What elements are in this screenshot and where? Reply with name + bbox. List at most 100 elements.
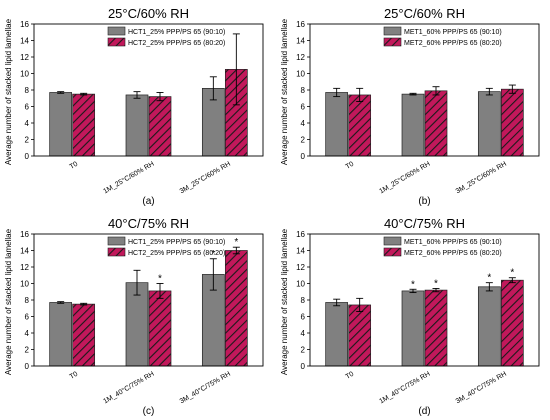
plot-frame [33,23,264,157]
bar [500,279,524,367]
y-axis-label: Average number of stacked lipid lamellae [280,228,289,375]
y-tick-label: 8 [25,86,30,95]
bar [49,302,73,367]
y-tick-label: 10 [20,280,29,289]
significance-star: * [487,273,491,284]
x-tick-label: 1M_40°C/75% RH [378,370,432,406]
chart-panel: 40°C/75% RH Average number of stacked lip… [280,216,540,417]
x-tick-label: 1M_25°C/60% RH [378,160,432,196]
bar [224,250,248,367]
y-tick-label: 12 [296,53,305,62]
legend-swatch [107,236,126,246]
y-axis-label: Average number of stacked lipid lamellae [280,18,289,165]
y-tick-label: 14 [296,247,305,256]
y-tick-label: 12 [20,263,29,272]
bar [401,290,425,367]
bar [148,290,172,367]
bar [477,91,501,157]
y-tick-label: 14 [20,247,29,256]
y-tick-label: 4 [301,329,306,338]
chart-title: 40°C/75% RH [108,216,189,231]
bar [125,94,149,157]
x-tick-label: T0 [345,161,356,171]
legend-swatch [383,247,402,257]
bar [348,94,372,157]
bar [49,92,73,157]
y-tick-label: 2 [301,346,306,355]
y-tick-label: 16 [296,230,305,239]
significance-star: * [434,278,438,289]
y-tick-label: 0 [25,362,30,371]
significance-star: * [234,237,238,248]
bar [72,93,96,157]
panel-caption: (a) [142,196,154,207]
x-tick-label: 3M_40°C/75% RH [178,370,232,406]
x-tick-label: T0 [69,161,80,171]
x-tick-label: T0 [345,371,356,381]
bar [148,96,172,157]
y-tick-label: 10 [296,280,305,289]
bar [500,88,524,157]
significance-star: * [510,268,514,279]
chart-panel: 25°C/60% RH Average number of stacked lip… [280,6,540,207]
y-tick-label: 4 [25,119,30,128]
legend-swatch [383,26,402,36]
y-tick-label: 16 [20,230,29,239]
x-tick-label: 3M_25°C/60% RH [178,160,232,196]
panel-caption: (d) [418,406,430,417]
significance-star: * [158,274,162,285]
legend-label: HCT1_25% PPP/PS 65 (90:10) [128,29,225,36]
y-tick-label: 16 [20,20,29,29]
y-tick-label: 12 [20,53,29,62]
bar [401,93,425,157]
y-tick-label: 6 [25,103,30,112]
bar [325,302,349,367]
y-tick-label: 0 [301,362,306,371]
x-tick-label: 1M_40°C/75% RH [102,370,156,406]
y-tick-label: 10 [20,70,29,79]
bar [348,304,372,367]
y-tick-label: 8 [301,296,306,305]
significance-star: * [211,249,215,260]
y-tick-label: 14 [20,37,29,46]
y-tick-label: 8 [25,296,30,305]
legend-swatch [107,37,126,47]
chart-title: 40°C/75% RH [384,216,465,231]
y-tick-label: 0 [25,152,30,161]
x-tick-label: 3M_40°C/75% RH [454,370,508,406]
y-tick-label: 2 [25,136,30,145]
bar [424,289,448,367]
legend-label: MET2_60% PPP/PS 65 (80:20) [404,40,502,47]
bar [325,92,349,157]
y-tick-label: 2 [301,136,306,145]
bar [424,90,448,157]
y-tick-label: 6 [301,313,306,322]
x-tick-label: T0 [69,371,80,381]
legend-label: HCT1_25% PPP/PS 65 (90:10) [128,239,225,246]
legend-label: MET2_60% PPP/PS 65 (80:20) [404,250,502,257]
legend-swatch [383,236,402,246]
chart-panel: 40°C/75% RH Average number of stacked lip… [4,216,264,417]
legend-label: HCT2_25% PPP/PS 65 (80:20) [128,250,225,257]
plot-frame [33,233,264,367]
panel-caption: (b) [418,196,430,207]
y-tick-label: 8 [301,86,306,95]
plot-frame [309,23,540,157]
y-tick-label: 10 [296,70,305,79]
bar [72,303,96,367]
chart-title: 25°C/60% RH [108,6,189,21]
panel-caption: (c) [143,406,155,417]
y-tick-label: 4 [25,329,30,338]
x-tick-label: 1M_25°C/60% RH [102,160,156,196]
chart-title: 25°C/60% RH [384,6,465,21]
y-axis-label: Average number of stacked lipid lamellae [4,228,13,375]
plot-frame [309,233,540,367]
legend-label: HCT2_25% PPP/PS 65 (80:20) [128,40,225,47]
y-tick-label: 6 [301,103,306,112]
x-tick-label: 3M_25°C/60% RH [454,160,508,196]
y-axis-label: Average number of stacked lipid lamellae [4,18,13,165]
y-tick-label: 14 [296,37,305,46]
legend-label: MET1_60% PPP/PS 65 (90:10) [404,29,502,36]
legend-swatch [383,37,402,47]
significance-star: * [411,279,415,290]
